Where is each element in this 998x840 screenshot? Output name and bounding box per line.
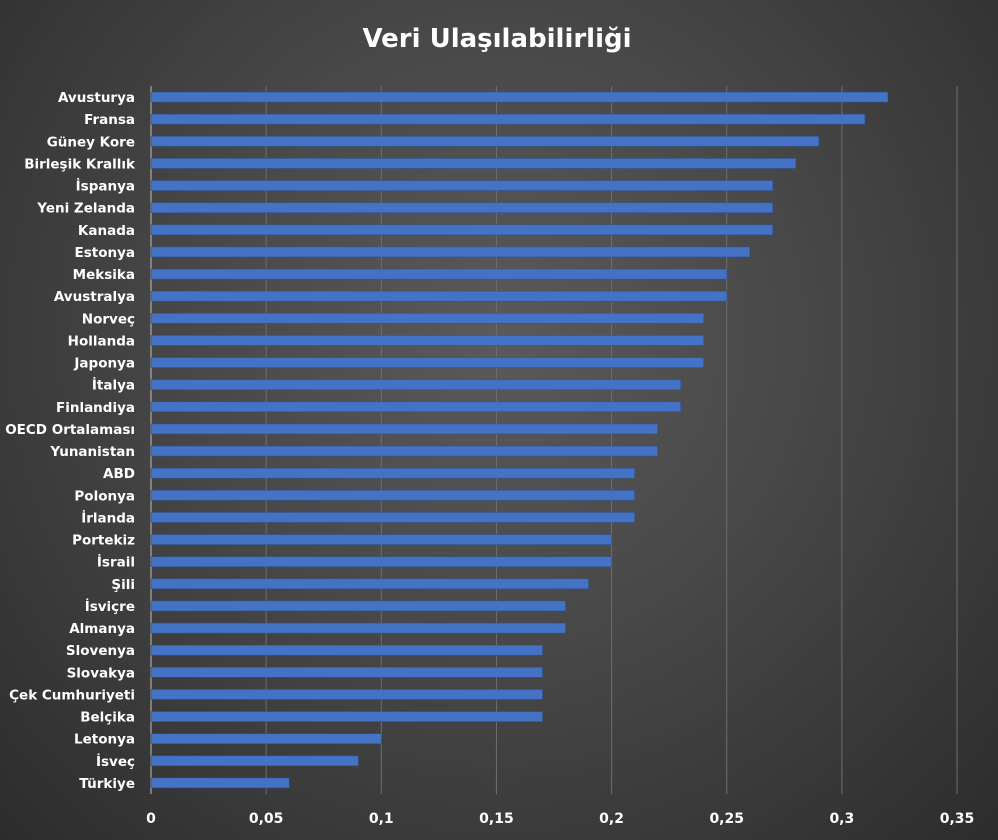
bar (150, 401, 681, 413)
category-label: Güney Kore (47, 134, 135, 150)
bar (150, 711, 543, 722)
bar (150, 445, 658, 457)
category-label: Hollanda (68, 333, 135, 349)
category-label: Meksika (73, 267, 135, 283)
category-label: Yeni Zelanda (36, 201, 135, 217)
bar (150, 777, 290, 789)
bar (150, 755, 359, 767)
bar (150, 202, 774, 213)
gridlines (150, 86, 958, 794)
category-label: Japonya (73, 356, 135, 372)
bar (150, 268, 727, 280)
bar (150, 512, 635, 523)
category-label: İsviçre (85, 598, 135, 615)
bar (150, 113, 866, 125)
bar (150, 91, 889, 103)
category-label: Şili (111, 577, 135, 593)
x-tick-labels: 0 0,05 0,1 0,15 0,2 0,25 0,3 0,35 (146, 811, 974, 827)
category-label: Fransa (84, 112, 135, 128)
category-label: İspanya (76, 178, 135, 195)
x-tick-label: 0,3 (829, 811, 854, 827)
category-label: Belçika (80, 710, 135, 726)
category-label: İtalya (92, 377, 135, 394)
category-label: İrlanda (81, 509, 135, 526)
bar (150, 556, 612, 567)
bars (150, 91, 889, 789)
category-label: Portekiz (72, 533, 135, 549)
bar (150, 357, 704, 368)
bar (150, 490, 635, 501)
category-label: Slovakya (67, 665, 135, 681)
x-tick-label: 0,1 (369, 811, 394, 827)
bar (150, 136, 820, 147)
category-labels: Avusturya Fransa Güney Kore Birleşik Krallı… (5, 90, 136, 792)
bar (150, 290, 727, 302)
category-label: Polonya (74, 488, 135, 504)
category-label: Kanada (78, 223, 135, 239)
bar (150, 733, 382, 744)
x-tick-label: 0,2 (599, 811, 624, 827)
category-label: Birleşik Krallık (24, 156, 136, 172)
category-label: Almanya (69, 621, 135, 637)
bar (150, 622, 566, 634)
category-label: Estonya (74, 245, 135, 261)
x-tick-label: 0 (146, 811, 156, 827)
bar (150, 158, 797, 169)
category-label: Yunanistan (49, 444, 135, 460)
category-label: Avustralya (54, 289, 135, 305)
bar (150, 600, 566, 612)
bar (150, 467, 635, 479)
category-label: İsveç (96, 753, 135, 770)
x-tick-label: 0,15 (479, 811, 514, 827)
chart-title: Veri Ulaşılabilirliği (362, 24, 631, 54)
category-label: Letonya (74, 732, 135, 748)
bar (150, 423, 658, 435)
bar (150, 335, 704, 346)
bar (150, 644, 543, 656)
category-label: OECD Ortalaması (5, 422, 135, 438)
bar (150, 313, 704, 324)
category-label: Norveç (82, 311, 135, 327)
category-label: Türkiye (79, 776, 135, 792)
bar (150, 578, 589, 590)
bar (150, 180, 774, 191)
category-label: Finlandiya (56, 400, 135, 416)
x-tick-label: 0,25 (709, 811, 744, 827)
category-label: ABD (103, 466, 135, 482)
bar (150, 224, 774, 236)
category-label: Çek Cumhuriyeti (9, 687, 135, 703)
bar (150, 246, 750, 258)
category-label: İsrail (97, 554, 135, 571)
x-tick-label: 0,05 (249, 811, 284, 827)
bar (150, 534, 612, 545)
bar (150, 689, 543, 700)
category-label: Avusturya (58, 90, 135, 106)
bar (150, 667, 543, 678)
x-tick-label: 0,35 (940, 811, 975, 827)
category-label: Slovenya (66, 643, 135, 659)
bar (150, 379, 681, 390)
